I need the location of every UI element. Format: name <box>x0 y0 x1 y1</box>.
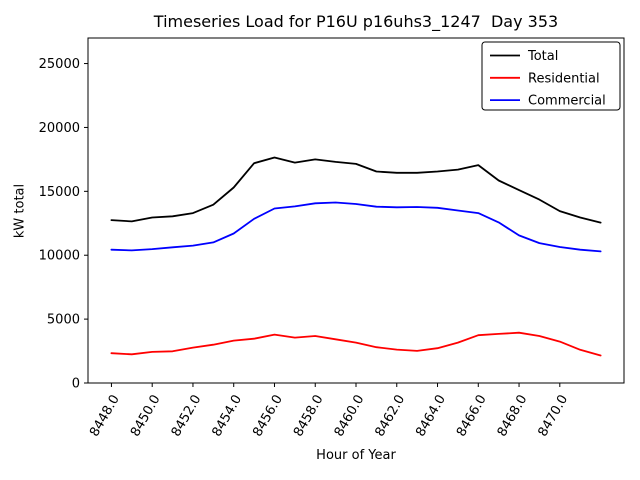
legend-box <box>481 41 621 111</box>
x-tick-label: 8466.0 <box>454 393 490 440</box>
y-tick-label: 15000 <box>39 185 80 200</box>
x-tick-label: 8448.0 <box>87 393 123 440</box>
x-tick-label: 8462.0 <box>373 393 409 440</box>
x-tick-label: 8464.0 <box>413 393 449 440</box>
legend-label-commercial: Commercial <box>528 94 606 109</box>
x-tick-label: 8454.0 <box>209 393 245 440</box>
x-tick-label: 8450.0 <box>128 393 164 440</box>
y-tick-label: 0 <box>72 377 80 392</box>
y-tick-label: 25000 <box>39 57 80 72</box>
x-tick-label: 8470.0 <box>536 393 572 440</box>
residential-line <box>110 331 602 357</box>
x-tick-label: 8452.0 <box>169 393 205 440</box>
y-tick-label: 5000 <box>47 313 80 328</box>
x-tick-label: 8456.0 <box>250 393 286 440</box>
x-axis-label: Hour of Year <box>316 448 396 463</box>
x-tick-label: 8468.0 <box>495 393 531 440</box>
commercial-line <box>110 201 602 253</box>
x-tick-label: 8458.0 <box>291 393 327 440</box>
legend-label-total: Total <box>527 49 558 64</box>
y-tick-label: 20000 <box>39 121 80 136</box>
chart-title: Timeseries Load for P16U p16uhs3_1247 Da… <box>153 12 559 31</box>
total-line <box>110 156 602 224</box>
y-tick-label: 10000 <box>39 249 80 264</box>
legend-label-residential: Residential <box>528 71 600 86</box>
x-tick-label: 8460.0 <box>332 393 368 440</box>
